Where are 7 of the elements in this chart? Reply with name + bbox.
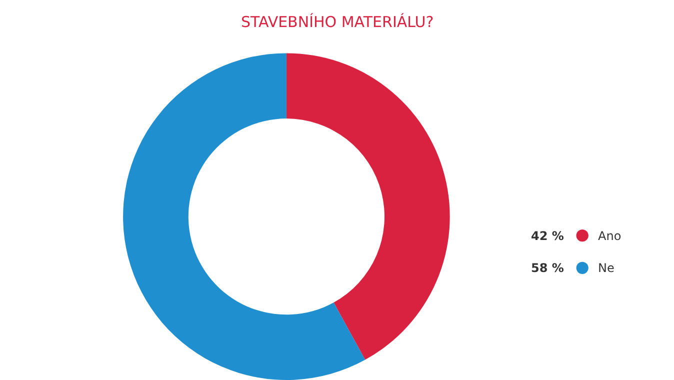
data-label: 42 % xyxy=(531,229,564,243)
legend-label: Ano xyxy=(598,229,622,243)
donut-slice xyxy=(286,53,450,360)
chart-title: STAVEBNÍHO MATERIÁLU? xyxy=(241,13,434,31)
data-label: 58 % xyxy=(531,261,564,275)
legend-label: Ne xyxy=(598,261,614,275)
donut-slice xyxy=(123,53,366,380)
